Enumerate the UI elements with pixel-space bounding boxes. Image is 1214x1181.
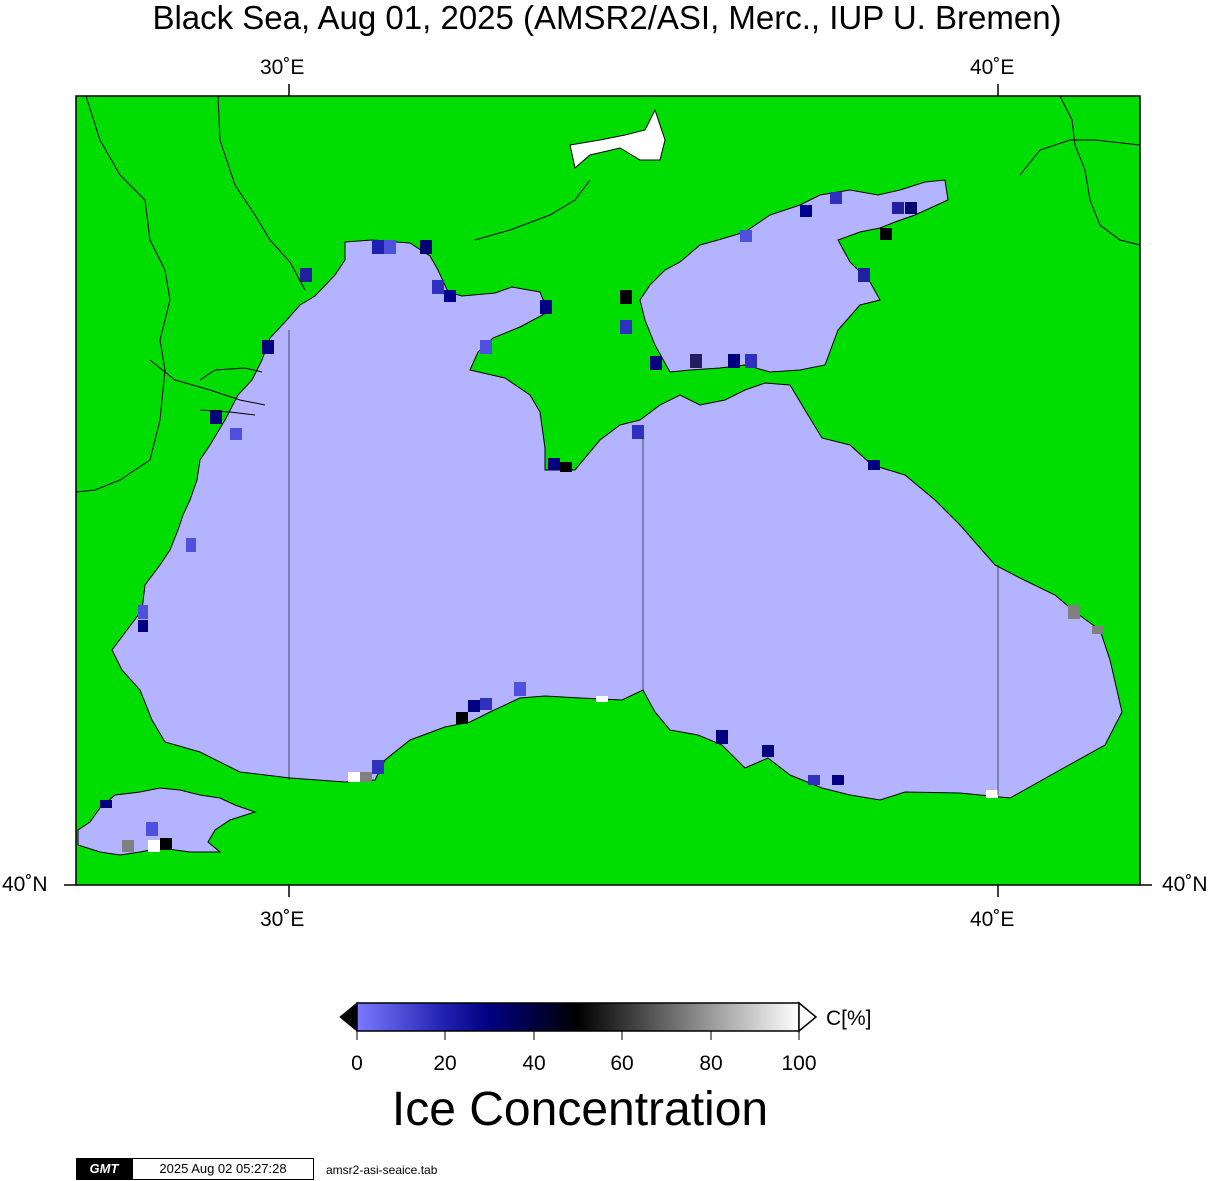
- colorbar-tick-20: 20: [433, 1052, 457, 1075]
- colorbar-tick-80: 80: [699, 1052, 723, 1075]
- colorbar-ticks: [356, 1031, 800, 1040]
- source-file-label: amsr2-asi-seaice.tab: [326, 1163, 438, 1177]
- lon-label-top-40e: 40˚E: [970, 56, 1015, 79]
- sea-of-marmara-water: [77, 787, 257, 856]
- colorbar-gradient: [356, 1002, 800, 1032]
- map-frame: [75, 95, 1141, 886]
- map-tick-marks: [64, 84, 1152, 897]
- gmt-timestamp: 2025 Aug 02 05:27:28: [132, 1158, 314, 1180]
- colorbar-low-triangle: [339, 1001, 358, 1033]
- colorbar-unit: C[%]: [826, 1007, 872, 1030]
- gmt-logo: GMT: [76, 1158, 132, 1180]
- colorbar-tick-100: 100: [781, 1052, 817, 1075]
- lon-label-bottom-30e: 30˚E: [260, 908, 305, 931]
- coastal-ice-pixels: [100, 192, 1104, 852]
- lon-label-bottom-40e: 40˚E: [970, 908, 1015, 931]
- sea-of-azov-water: [639, 179, 949, 373]
- colorbar-tick-60: 60: [610, 1052, 634, 1075]
- graticule-lines: [288, 330, 999, 795]
- dnieper-estuary: [569, 108, 666, 169]
- lat-label-right-40n: 40˚N: [1162, 873, 1208, 896]
- colorbar-high-triangle: [798, 1001, 818, 1033]
- colorbar: [339, 1001, 818, 1040]
- colorbar-tick-0: 0: [351, 1052, 363, 1075]
- colorbar-tick-40: 40: [522, 1052, 546, 1075]
- country-borders: [75, 95, 1141, 493]
- colorbar-title: Ice Concentration: [391, 1083, 769, 1136]
- black-sea-water: [111, 239, 1123, 801]
- map-title: Black Sea, Aug 01, 2025 (AMSR2/ASI, Merc…: [152, 0, 1062, 36]
- lon-label-top-30e: 30˚E: [260, 56, 305, 79]
- lat-label-left-40n: 40˚N: [2, 873, 48, 896]
